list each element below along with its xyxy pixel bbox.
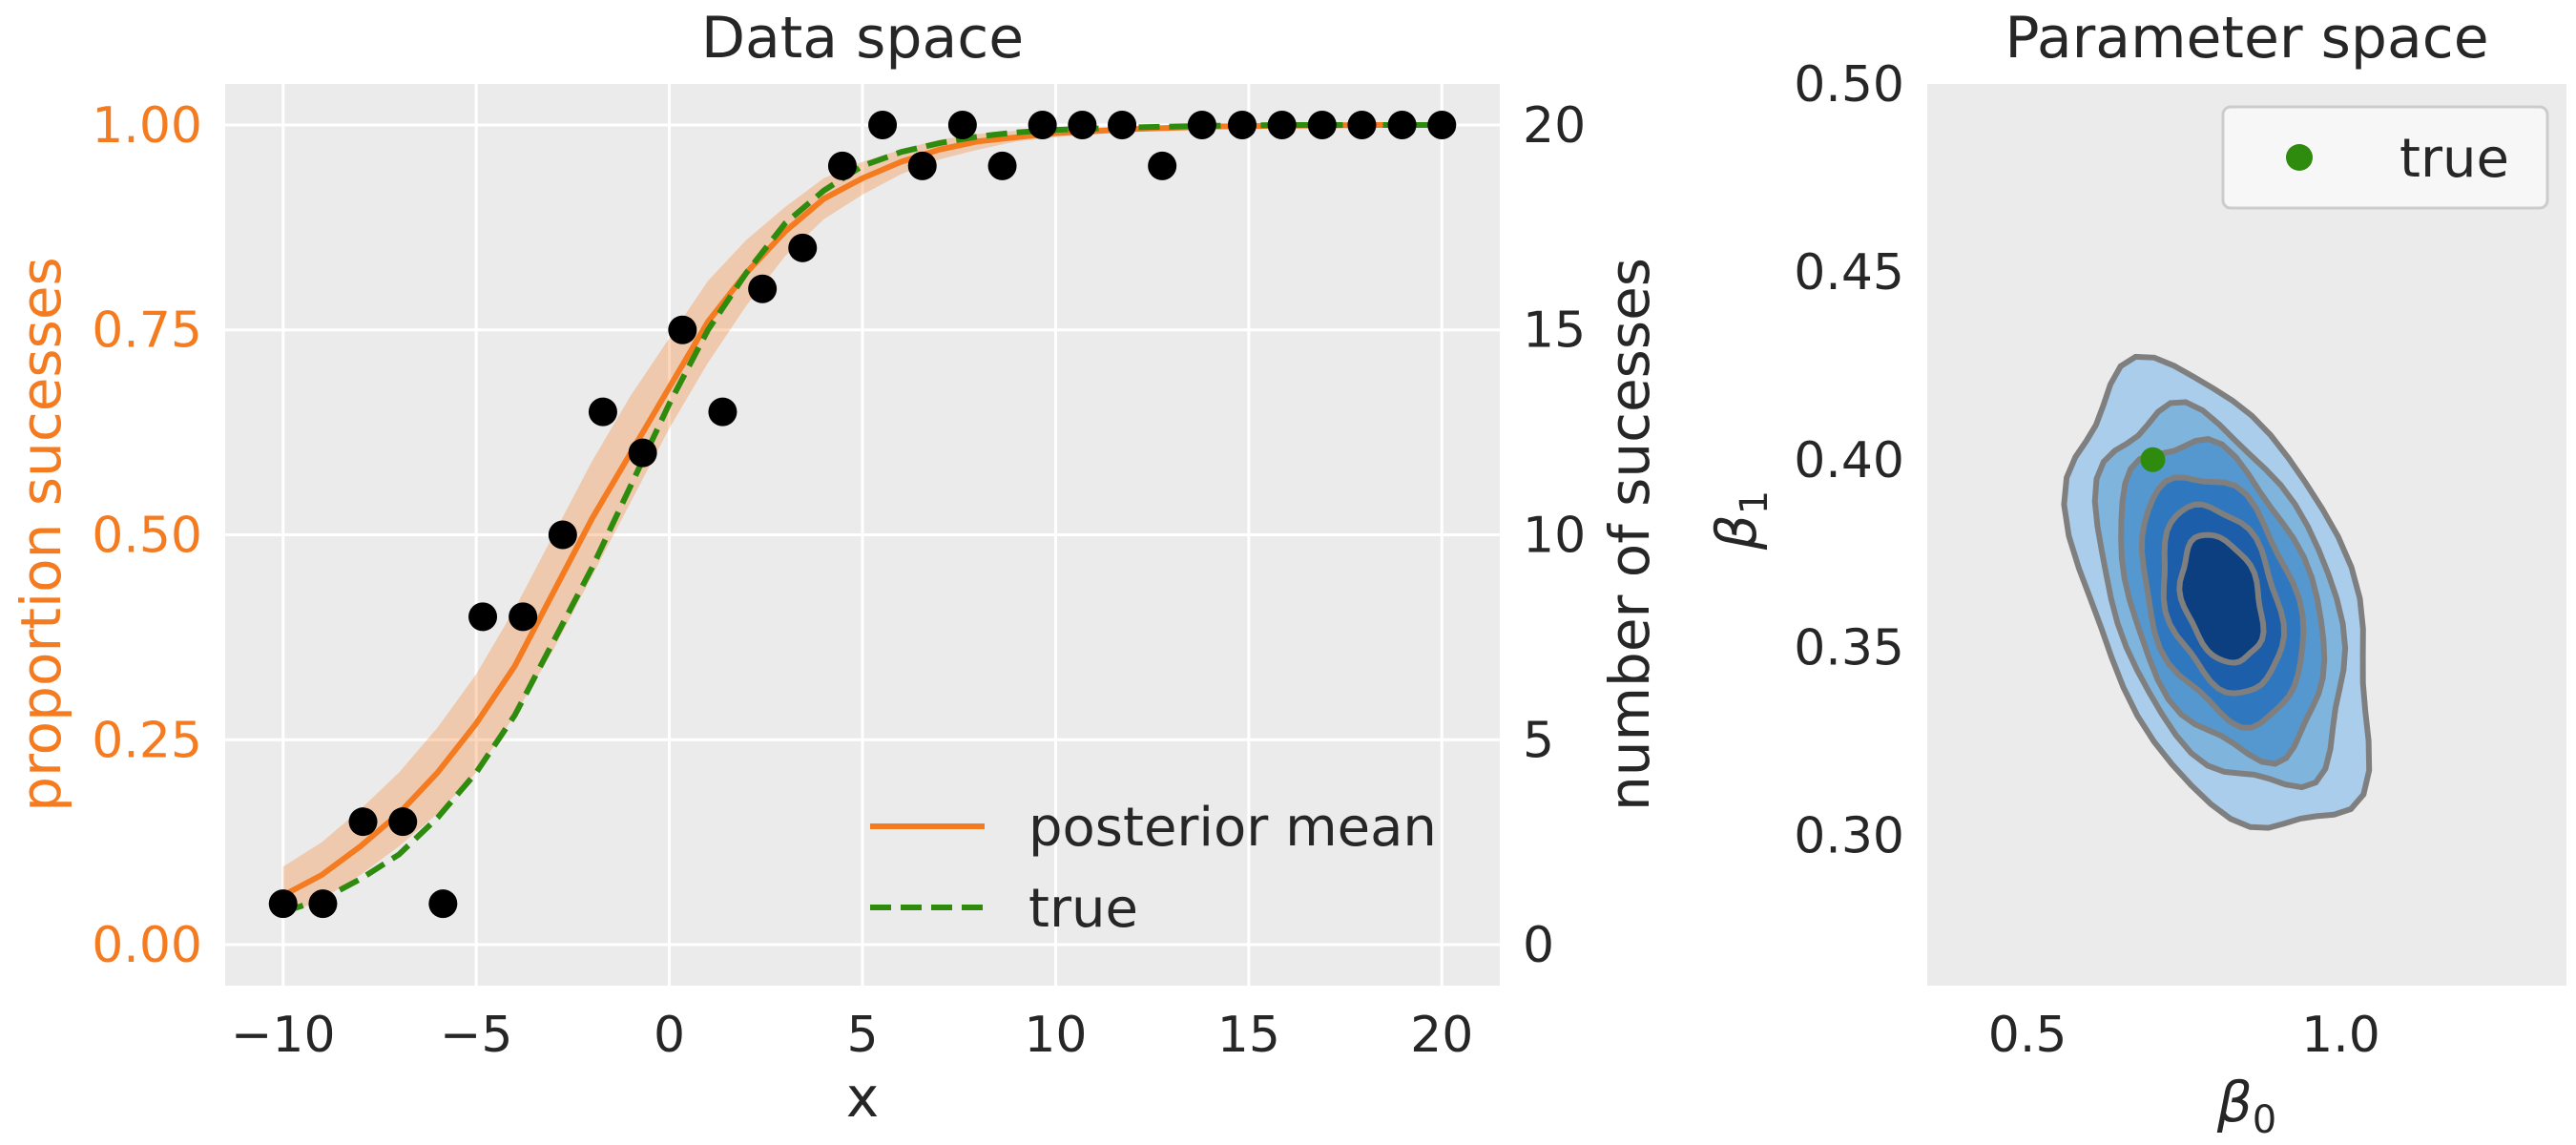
y-tick-label: 0.40 xyxy=(1794,432,1904,489)
right-y-tick-label: 20 xyxy=(1523,97,1586,155)
data-point xyxy=(548,520,577,550)
data-point xyxy=(509,602,538,632)
right-y-tick-label: 0 xyxy=(1523,917,1554,974)
data-point xyxy=(947,110,977,139)
parameter-space-y-ticks: 0.30 0.35 0.40 0.45 0.50 xyxy=(1794,56,1904,865)
data-point xyxy=(468,602,498,632)
data-point xyxy=(708,397,737,427)
data-point xyxy=(1068,110,1097,139)
y-tick-label: 0.75 xyxy=(92,302,202,360)
data-point xyxy=(868,110,898,139)
data-point xyxy=(268,889,298,919)
y-tick-label: 0.25 xyxy=(92,712,202,769)
contour-level xyxy=(2176,531,2267,666)
beta-subscript: 0 xyxy=(2253,1098,2276,1142)
data-space-grid xyxy=(225,84,1500,986)
y-tick-label: 0.00 xyxy=(92,917,202,974)
parameter-space-x-label: β0 xyxy=(2216,1070,2276,1142)
parameter-space-y-label: β1 xyxy=(1704,490,1776,551)
data-point xyxy=(1227,110,1257,139)
data-space-y-label: proportion sucesses xyxy=(9,257,73,811)
data-point xyxy=(827,151,857,180)
parameter-space-panel: 0.5 1.0 0.30 0.35 0.40 0.45 0.50 Parameter sp… xyxy=(1704,5,2566,1142)
x-tick-label: 0.5 xyxy=(1988,1007,2067,1064)
data-point xyxy=(1148,151,1177,180)
parameter-space-x-ticks: 0.5 1.0 xyxy=(1988,1007,2380,1064)
x-tick-label: 20 xyxy=(1410,1007,1473,1064)
data-space-panel: −10 −5 0 5 10 15 20 0.00 0.25 0.50 0.75 1.00 0 5 10 1… xyxy=(9,5,1662,1130)
beta-symbol: β xyxy=(2216,1070,2253,1135)
y-tick-label: 0.50 xyxy=(1794,56,1904,114)
data-point xyxy=(1187,110,1216,139)
data-point xyxy=(1387,110,1417,139)
data-point xyxy=(1028,110,1057,139)
data-space-right-y-ticks: 0 5 10 15 20 xyxy=(1523,97,1586,974)
x-tick-label: −5 xyxy=(440,1007,513,1064)
data-point xyxy=(348,807,378,837)
data-point xyxy=(588,397,617,427)
y-tick-label: 0.30 xyxy=(1794,808,1904,865)
x-tick-label: 10 xyxy=(1024,1007,1087,1064)
data-space-x-label: x xyxy=(846,1065,879,1130)
right-y-tick-label: 5 xyxy=(1523,712,1554,769)
data-point xyxy=(1108,110,1137,139)
x-tick-label: 15 xyxy=(1217,1007,1280,1064)
beta-symbol: β xyxy=(1704,514,1769,551)
data-point xyxy=(1267,110,1297,139)
legend-true-marker xyxy=(2286,144,2313,171)
parameter-space-title: Parameter space xyxy=(2005,5,2488,72)
right-y-tick-label: 10 xyxy=(1523,508,1586,565)
posterior-credible-band xyxy=(282,125,1443,916)
data-point xyxy=(748,274,778,303)
observed-points xyxy=(268,110,1457,919)
data-point xyxy=(1307,110,1337,139)
legend-box xyxy=(2221,105,2549,210)
posterior-density-contours xyxy=(2061,353,2373,831)
data-point xyxy=(987,151,1017,180)
parameter-space-legend: true xyxy=(2221,105,2549,210)
x-tick-label: 5 xyxy=(846,1007,878,1064)
y-tick-label: 1.00 xyxy=(92,97,202,155)
data-space-x-ticks: −10 −5 0 5 10 15 20 xyxy=(231,1007,1474,1064)
beta-subscript: 1 xyxy=(1733,490,1776,514)
legend-true-label: true xyxy=(2399,128,2509,190)
x-tick-label: −10 xyxy=(231,1007,336,1064)
true-parameter-point xyxy=(2140,447,2166,472)
data-point xyxy=(628,438,657,468)
data-space-right-y-label: number of sucesses xyxy=(1597,258,1662,811)
data-point xyxy=(788,233,818,262)
data-space-title: Data space xyxy=(701,5,1024,72)
data-point xyxy=(907,151,937,180)
y-tick-label: 0.50 xyxy=(92,508,202,565)
y-tick-label: 0.45 xyxy=(1794,244,1904,302)
data-point xyxy=(1347,110,1377,139)
right-y-tick-label: 15 xyxy=(1523,302,1586,360)
y-tick-label: 0.35 xyxy=(1794,620,1904,677)
data-space-legend: posterior mean true xyxy=(870,797,1437,940)
x-tick-label: 1.0 xyxy=(2301,1007,2380,1064)
data-point xyxy=(428,889,458,919)
legend-posterior-mean-label: posterior mean xyxy=(1028,797,1437,859)
legend-true-label: true xyxy=(1028,878,1138,940)
data-point xyxy=(1427,110,1457,139)
data-point xyxy=(668,315,697,344)
data-point xyxy=(388,807,418,837)
x-tick-label: 0 xyxy=(654,1007,685,1064)
data-space-y-ticks: 0.00 0.25 0.50 0.75 1.00 xyxy=(92,97,202,974)
data-point xyxy=(308,889,338,919)
